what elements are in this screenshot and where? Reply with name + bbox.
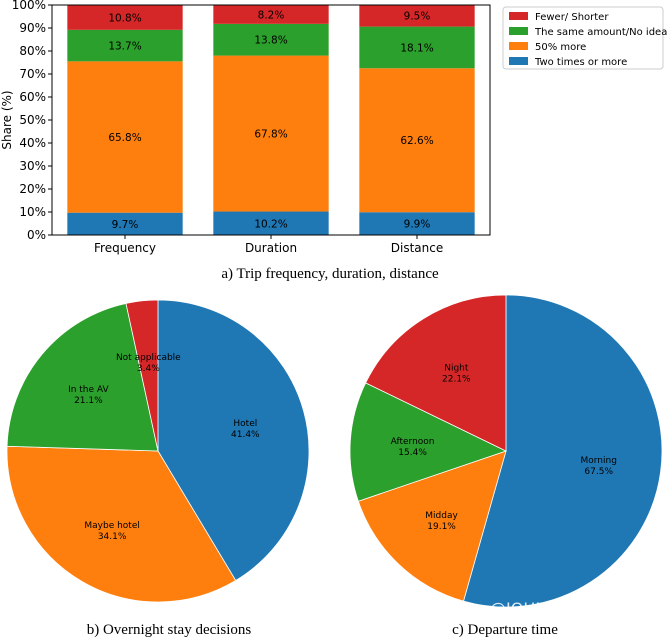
bar-segment [67, 29, 183, 62]
plot-frame [51, 4, 491, 236]
legend-swatch [509, 12, 528, 20]
bar-data-label: 18.1% [400, 42, 433, 54]
pie-slice [357, 450, 507, 602]
bar-data-label: 13.7% [108, 41, 141, 53]
legend-swatch [509, 42, 528, 50]
y-tick-label: 60% [19, 90, 46, 104]
bar-data-label: 10.8% [108, 12, 141, 24]
legend-label: Two times or more [534, 57, 627, 68]
y-tick-label: 50% [19, 113, 46, 127]
caption-overnight: b) Overnight stay decisions [87, 622, 252, 638]
pie-slice-label: Night [444, 364, 469, 374]
caption-departure: c) Departure time [452, 622, 558, 638]
pie-slice [6, 445, 237, 603]
bar-data-label: 65.8% [108, 132, 141, 144]
pie-slice-pct: 3.4% [137, 364, 160, 374]
bar-segment [359, 4, 475, 27]
bar-data-label: 67.8% [254, 129, 287, 141]
pie-slice-pct: 21.1% [74, 396, 103, 406]
x-tick-label: Duration [245, 241, 297, 255]
pie-slice-pct: 19.1% [427, 522, 456, 532]
y-tick-label: 30% [19, 159, 46, 173]
bar-segment [213, 55, 329, 212]
pie-slice-pct: 22.1% [442, 375, 471, 385]
pie-slice [157, 299, 310, 582]
stacked-bar-chart: 0% 10% 20% 30% 40% 50% 60% 70% 80% 90% 100% Share (… [0, 0, 491, 255]
bar-segment [359, 68, 475, 213]
caption-trip: a) Trip frequency, duration, distance [221, 266, 439, 282]
bar-segment [67, 212, 183, 235]
bar-data-label: 9.9% [404, 219, 431, 231]
pie-slice [6, 302, 159, 452]
bar-segment [213, 211, 329, 235]
bar-segment [213, 5, 329, 24]
pie-slice-label: Afternoon [391, 437, 435, 447]
pie-slice-label: Maybe hotel [84, 521, 140, 531]
legend-swatch [509, 57, 528, 65]
pie-slice-pct: 34.1% [98, 532, 127, 542]
y-tick-label: 10% [19, 205, 46, 219]
pie-slice [365, 294, 507, 452]
pie-slice-label: Hotel [233, 419, 257, 429]
bar-data-label: 9.7% [112, 219, 139, 231]
y-tick-label: 40% [19, 136, 46, 150]
y-tick-label: 20% [19, 182, 46, 196]
bar-segment [359, 26, 475, 69]
pie-slice-label: Morning [580, 456, 616, 466]
watermark: @JOHN_LEO [490, 599, 587, 619]
legend-swatch [509, 27, 528, 35]
y-tick-label: 70% [19, 67, 46, 81]
pie-slice [349, 382, 508, 502]
pie-slice-label: Midday [425, 511, 458, 521]
x-tick-label: Distance [391, 241, 443, 255]
x-tick-label: Frequency [94, 241, 156, 255]
bar-segment [67, 5, 183, 30]
bar-data-label: 9.5% [404, 11, 431, 23]
bar-segment [359, 212, 475, 235]
pie-slice-label: In the AV [68, 385, 109, 395]
pie-slice [125, 299, 159, 452]
legend-label: The same amount/No idea [534, 27, 667, 38]
legend-label: Fewer/ Shorter [535, 12, 609, 23]
pie-slice-pct: 41.4% [231, 430, 260, 440]
pie-slice-label: Not applicable [116, 353, 181, 363]
y-tick-label: 0% [27, 228, 46, 242]
y-axis-label: Share (%) [0, 90, 14, 149]
pie-slice-pct: 67.5% [584, 467, 613, 477]
bar-segment [213, 23, 329, 56]
bar-data-label: 8.2% [258, 9, 285, 21]
pie-slice-pct: 15.4% [398, 448, 427, 458]
legend-box [502, 6, 664, 70]
y-tick-label: 80% [19, 44, 46, 58]
y-tick-label: 100% [12, 0, 46, 12]
bar-chart-legend: Fewer/ Shorter The same amount/No idea 50%… [502, 6, 667, 70]
y-tick-label: 90% [19, 21, 46, 35]
bar-data-label: 62.6% [400, 135, 433, 147]
bar-segment [67, 61, 183, 213]
pie-slice [463, 294, 663, 608]
bar-data-label: 13.8% [254, 35, 287, 47]
legend-label: 50% more [535, 42, 586, 53]
bar-data-label: 10.2% [254, 218, 287, 230]
